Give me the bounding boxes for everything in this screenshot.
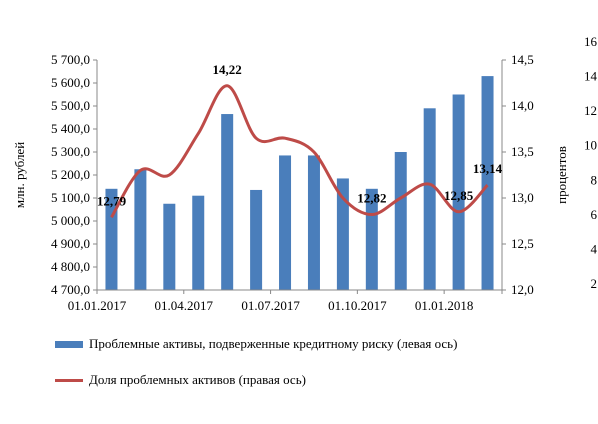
y-right-tick-label: 13,0 bbox=[511, 190, 534, 205]
y-right-extra-tick-label: 16 bbox=[584, 34, 598, 49]
bar bbox=[192, 195, 205, 290]
legend-item-bars: Проблемные активы, подверженные кредитно… bbox=[55, 336, 457, 352]
x-tick-label: 01.01.2017 bbox=[68, 298, 127, 313]
bar bbox=[134, 169, 147, 290]
y-right-extra-tick-label: 10 bbox=[584, 138, 597, 153]
y-left-tick-label: 4 700,0 bbox=[51, 282, 90, 297]
bar bbox=[423, 108, 436, 290]
bar bbox=[250, 189, 263, 290]
y-right-tick-label: 14,0 bbox=[511, 98, 534, 113]
data-label: 13,14 bbox=[473, 161, 503, 176]
bar bbox=[336, 178, 349, 290]
y-left-tick-label: 5 700,0 bbox=[51, 52, 90, 67]
data-label: 14,22 bbox=[213, 62, 242, 77]
x-tick-label: 01.04.2017 bbox=[155, 298, 214, 313]
y-left-tick-label: 5 000,0 bbox=[51, 213, 90, 228]
y-right-extra-tick-label: 6 bbox=[591, 207, 598, 222]
y-right-axis-title: процентов bbox=[554, 146, 569, 204]
x-tick-label: 01.07.2017 bbox=[241, 298, 300, 313]
legend-bar-swatch bbox=[55, 340, 83, 348]
legend-label-line: Доля проблемных активов (правая ось) bbox=[89, 372, 306, 387]
y-left-tick-label: 5 500,0 bbox=[51, 98, 90, 113]
x-tick-label: 01.10.2017 bbox=[328, 298, 387, 313]
y-left-tick-label: 4 800,0 bbox=[51, 259, 90, 274]
bar bbox=[279, 155, 292, 290]
legend-label-bars: Проблемные активы, подверженные кредитно… bbox=[89, 336, 458, 351]
y-right-extra-tick-label: 8 bbox=[591, 172, 598, 187]
legend-item-line: Доля проблемных активов (правая ось) bbox=[55, 372, 306, 388]
y-right-tick-label: 13,5 bbox=[511, 144, 534, 159]
series-line bbox=[110, 84, 489, 219]
y-left-tick-label: 5 100,0 bbox=[51, 190, 90, 205]
y-right-tick-label: 14,5 bbox=[511, 52, 534, 67]
y-right-tick-label: 12,0 bbox=[511, 282, 534, 297]
y-left-tick-label: 5 600,0 bbox=[51, 75, 90, 90]
legend-line-swatch bbox=[55, 378, 83, 382]
data-label: 12,85 bbox=[444, 188, 474, 203]
bar bbox=[394, 152, 407, 290]
y-left-tick-label: 5 400,0 bbox=[51, 121, 90, 136]
y-left-tick-label: 4 900,0 bbox=[51, 236, 90, 251]
y-right-extra-tick-label: 2 bbox=[591, 276, 598, 291]
bar bbox=[163, 203, 176, 290]
data-label: 12,79 bbox=[97, 193, 127, 208]
y-right-extra-tick-label: 12 bbox=[584, 103, 597, 118]
data-label: 12,82 bbox=[357, 191, 386, 206]
bar bbox=[307, 155, 320, 290]
y-right-tick-label: 12,5 bbox=[511, 236, 534, 251]
bar bbox=[452, 94, 465, 290]
x-tick-label: 01.01.2018 bbox=[415, 298, 474, 313]
y-right-extra-tick-label: 14 bbox=[584, 69, 598, 84]
y-left-axis-title: млн. рублей bbox=[12, 142, 27, 208]
y-left-tick-label: 5 200,0 bbox=[51, 167, 90, 182]
bar bbox=[481, 76, 494, 290]
y-right-extra-tick-label: 4 bbox=[591, 241, 598, 256]
bar bbox=[221, 114, 234, 290]
y-left-tick-label: 5 300,0 bbox=[51, 144, 90, 159]
